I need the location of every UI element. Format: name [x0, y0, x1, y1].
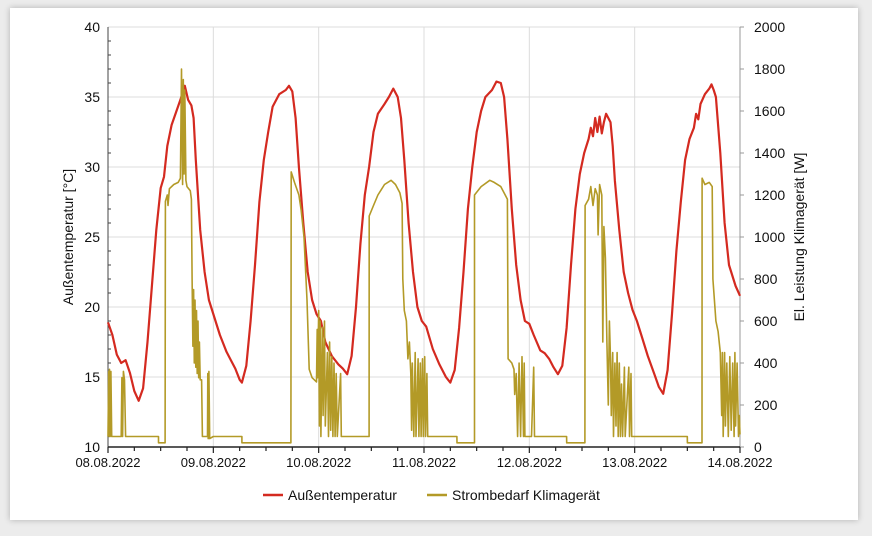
right-tick-label: 600: [754, 313, 778, 329]
right-tick-label: 400: [754, 355, 778, 371]
series-line-power: [107, 68, 741, 444]
left-tick-label: 20: [84, 299, 100, 315]
x-tick-label: 12.08.2022: [497, 455, 562, 470]
left-tick-label: 25: [84, 229, 100, 245]
left-tick-label: 35: [84, 89, 100, 105]
series-line-temperature: [106, 80, 742, 402]
chart-card: [10, 8, 858, 520]
x-tick-label: 11.08.2022: [392, 455, 456, 470]
right-tick-label: 1600: [754, 103, 785, 119]
left-tick-label: 30: [84, 159, 100, 175]
right-tick-label: 1400: [754, 145, 785, 161]
legend-label: Außentemperatur: [288, 487, 397, 503]
right-tick-label: 0: [754, 439, 762, 455]
right-tick-label: 800: [754, 271, 778, 287]
left-tick-label: 10: [84, 439, 100, 455]
x-tick-label: 08.08.2022: [75, 455, 140, 470]
right-tick-label: 1000: [754, 229, 785, 245]
x-tick-label: 13.08.2022: [602, 455, 667, 470]
right-tick-label: 1800: [754, 61, 785, 77]
legend-label: Strombedarf Klimagerät: [452, 487, 600, 503]
right-tick-label: 200: [754, 397, 778, 413]
x-tick-label: 10.08.2022: [286, 455, 351, 470]
x-tick-label: 14.08.2022: [707, 455, 772, 470]
left-tick-label: 40: [84, 19, 100, 35]
right-tick-label: 2000: [754, 19, 785, 35]
left-axis-title: Außentemperatur [°C]: [60, 169, 76, 305]
x-tick-label: 09.08.2022: [181, 455, 246, 470]
right-tick-label: 1200: [754, 187, 785, 203]
left-tick-label: 15: [84, 369, 100, 385]
right-axis-title: El. Leistung Klimagerät [W]: [791, 153, 807, 322]
